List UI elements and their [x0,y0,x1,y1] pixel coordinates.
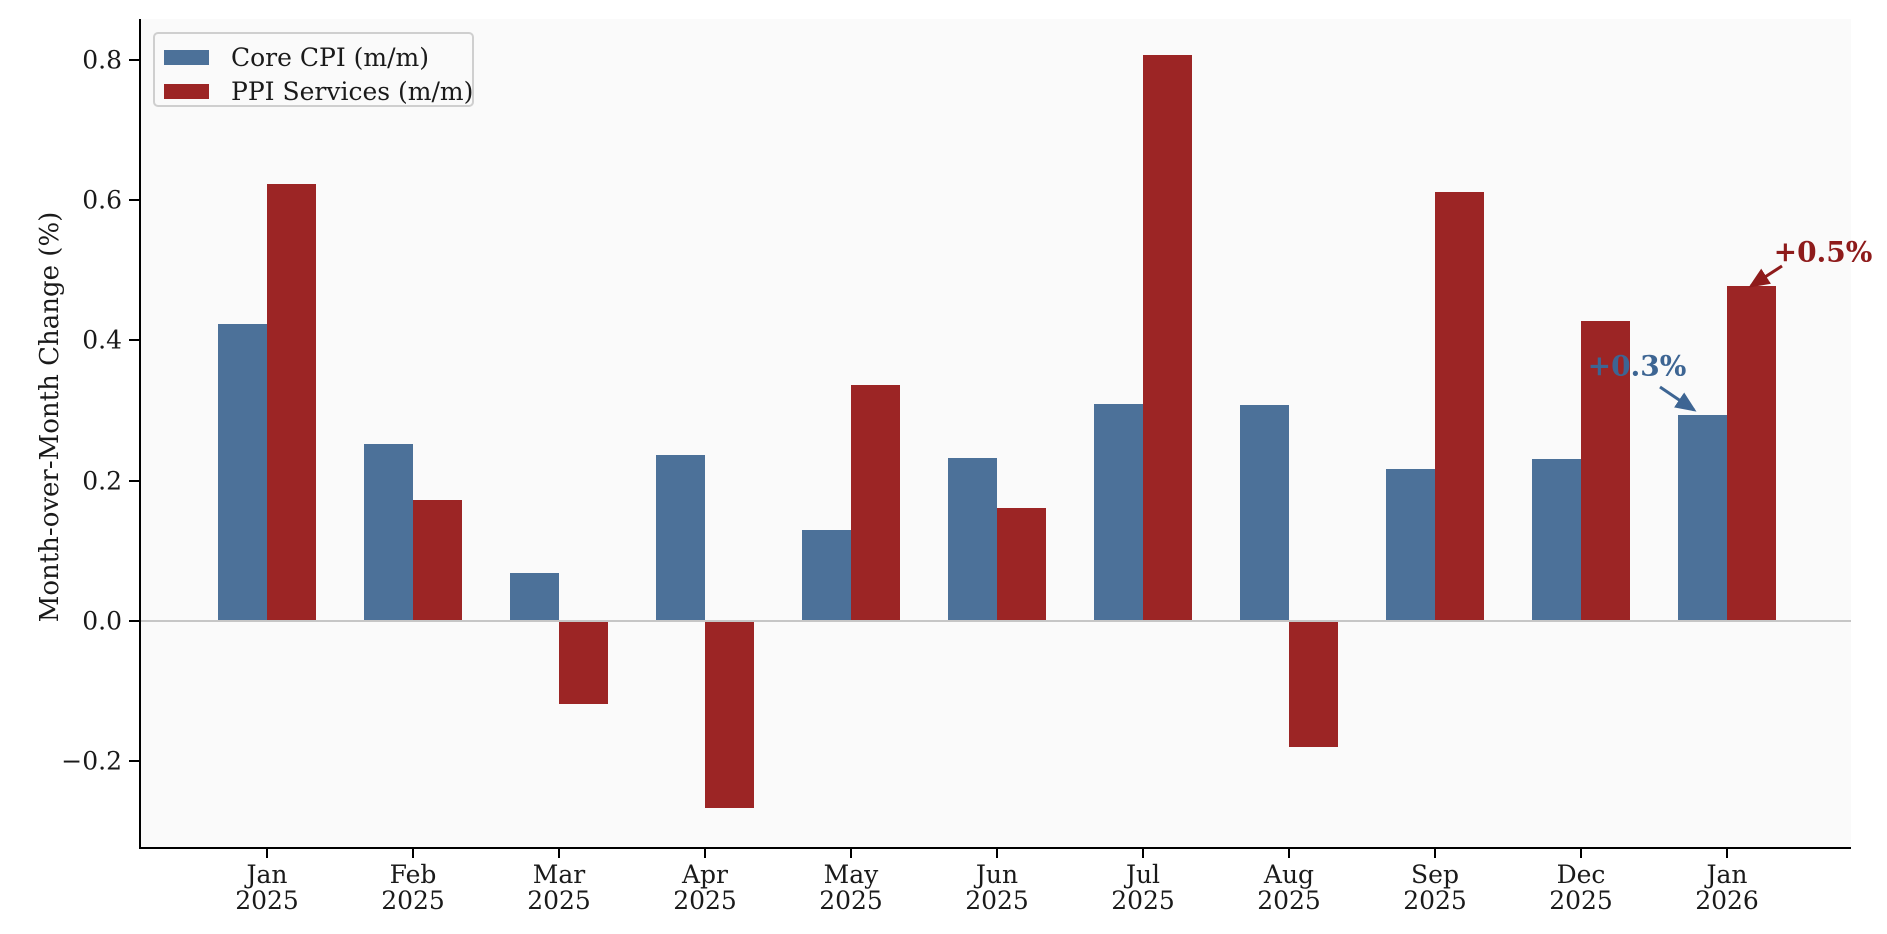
x-tick-label-feb-2025: Feb 2025 [340,862,486,914]
x-tick-year-jan-2025: 2025 [235,886,299,915]
bar-core-cpi-dec-2025 [1532,459,1581,621]
plot-area [141,19,1851,847]
x-tick-label-sep-2025: Sep 2025 [1362,862,1508,914]
y-tick-mark-0.4 [129,339,139,342]
y-tick-label-0.4: 0.4 [82,325,122,355]
x-tick-mark-jun-2025 [996,849,998,858]
legend-item-core-cpi: Core CPI (m/m) [164,43,472,72]
bar-ppi-services-may-2025 [851,385,900,621]
x-tick-year-mar-2025: 2025 [527,886,591,915]
x-tick-month-jan-2026: Jan [1706,860,1748,889]
legend-label-ppi-services: PPI Services (m/m) [231,77,474,106]
x-tick-month-sep-2025: Sep [1411,860,1459,889]
x-tick-year-feb-2025: 2025 [381,886,445,915]
x-tick-mark-aug-2025 [1288,849,1290,858]
x-tick-month-jan-2025: Jan [246,860,288,889]
x-tick-month-jun-2025: Jun [975,860,1019,889]
legend-swatch-core-cpi [164,50,209,65]
y-tick-label-0.0: 0.0 [82,606,122,636]
x-tick-label-aug-2025: Aug 2025 [1216,862,1362,914]
legend-label-core-cpi: Core CPI (m/m) [231,43,429,72]
x-tick-mark-may-2025 [850,849,852,858]
bar-core-cpi-apr-2025 [656,455,705,621]
bar-ppi-services-sep-2025 [1435,192,1484,621]
x-tick-mark-apr-2025 [704,849,706,858]
x-tick-year-apr-2025: 2025 [673,886,737,915]
bar-ppi-services-feb-2025 [413,500,462,621]
x-tick-mark-dec-2025 [1580,849,1582,858]
bar-ppi-services-jan-2025 [267,184,316,621]
bar-core-cpi-jan-2025 [218,324,267,621]
x-tick-mark-sep-2025 [1434,849,1436,858]
x-tick-label-may-2025: May 2025 [778,862,924,914]
bar-core-cpi-jun-2025 [948,458,997,621]
x-tick-year-jun-2025: 2025 [965,886,1029,915]
y-tick-label-0.8: 0.8 [82,45,122,75]
bar-ppi-services-jun-2025 [997,508,1046,621]
x-tick-year-aug-2025: 2025 [1257,886,1321,915]
x-tick-mark-jul-2025 [1142,849,1144,858]
bar-core-cpi-mar-2025 [510,573,559,621]
x-tick-month-apr-2025: Apr [681,860,728,889]
y-tick-mark-−0.2 [129,760,139,763]
bar-core-cpi-sep-2025 [1386,469,1435,621]
bar-ppi-services-jan-2026 [1727,286,1776,621]
bar-core-cpi-jul-2025 [1094,404,1143,621]
x-tick-label-dec-2025: Dec 2025 [1508,862,1654,914]
zero-gridline [141,620,1851,622]
y-tick-mark-0.8 [129,58,139,61]
x-tick-mark-feb-2025 [412,849,414,858]
annotation-ppi-services-value: +0.5% [1773,235,1873,269]
x-tick-month-dec-2025: Dec [1556,860,1606,889]
x-tick-year-jul-2025: 2025 [1111,886,1175,915]
x-tick-year-dec-2025: 2025 [1549,886,1613,915]
x-tick-month-mar-2025: Mar [532,860,586,889]
bar-ppi-services-jul-2025 [1143,55,1192,621]
y-tick-mark-0.0 [129,620,139,622]
x-tick-label-jan-2026: Jan 2026 [1654,862,1800,914]
bar-ppi-services-dec-2025 [1581,321,1630,621]
x-tick-month-feb-2025: Feb [389,860,437,889]
x-tick-year-sep-2025: 2025 [1403,886,1467,915]
bar-core-cpi-feb-2025 [364,444,413,621]
x-tick-mark-jan-2025 [266,849,268,858]
x-tick-label-jul-2025: Jul 2025 [1070,862,1216,914]
x-tick-mark-jan-2026 [1726,849,1728,858]
x-tick-label-jun-2025: Jun 2025 [924,862,1070,914]
x-tick-mark-mar-2025 [558,849,560,858]
x-tick-month-may-2025: May [823,860,879,889]
bar-core-cpi-jan-2026 [1678,415,1727,621]
legend-swatch-ppi-services [164,84,209,99]
y-axis-spine [139,19,141,849]
x-axis-spine [139,847,1851,849]
x-tick-label-apr-2025: Apr 2025 [632,862,778,914]
bar-ppi-services-aug-2025 [1289,621,1338,747]
legend: Core CPI (m/m) PPI Services (m/m) [153,32,474,107]
y-tick-label-0.6: 0.6 [82,185,122,215]
x-tick-year-may-2025: 2025 [819,886,883,915]
x-tick-year-jan-2026: 2026 [1695,886,1759,915]
legend-item-ppi-services: PPI Services (m/m) [164,77,474,106]
x-tick-label-mar-2025: Mar 2025 [486,862,632,914]
y-tick-mark-0.6 [129,199,139,202]
y-axis-label: Month-over-Month Change (%) [35,211,65,623]
x-tick-label-jan-2025: Jan 2025 [194,862,340,914]
annotation-core-cpi-value: +0.3% [1587,349,1687,383]
bar-core-cpi-aug-2025 [1240,405,1289,621]
bar-ppi-services-apr-2025 [705,621,754,808]
bar-ppi-services-mar-2025 [559,621,608,704]
x-tick-month-aug-2025: Aug [1263,860,1315,889]
bar-core-cpi-may-2025 [802,530,851,621]
y-tick-label-−0.2: −0.2 [61,746,122,776]
y-tick-label-0.2: 0.2 [82,466,122,496]
y-tick-mark-0.2 [129,479,139,482]
x-tick-month-jul-2025: Jul [1125,860,1161,889]
